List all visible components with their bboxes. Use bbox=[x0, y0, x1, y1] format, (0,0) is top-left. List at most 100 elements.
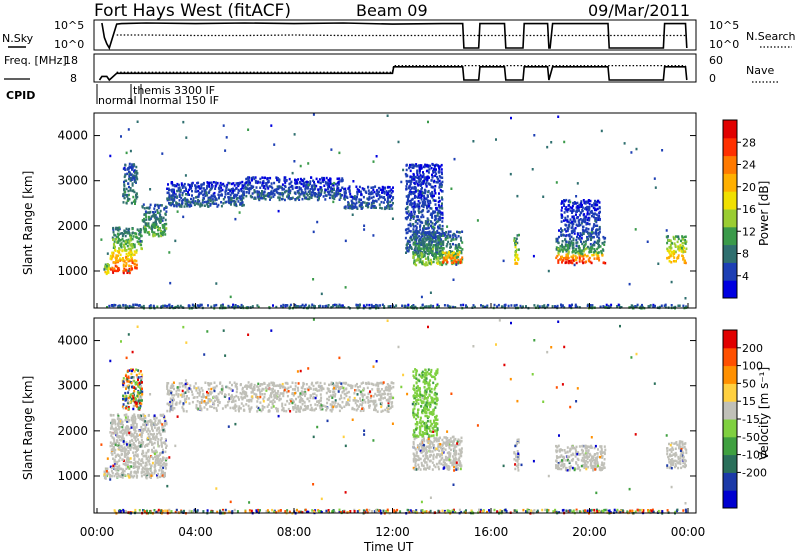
echo-cell bbox=[557, 115, 560, 118]
echo-cell bbox=[344, 207, 347, 210]
echo-cell bbox=[509, 172, 512, 176]
echo-cell bbox=[145, 423, 148, 426]
echo-cell bbox=[429, 258, 432, 262]
echo-cell bbox=[417, 209, 420, 212]
echo-cell bbox=[157, 472, 160, 476]
echo-cell bbox=[584, 215, 587, 218]
echo-cell bbox=[669, 249, 672, 252]
echo-cell bbox=[357, 189, 360, 192]
echo-cell bbox=[682, 238, 685, 241]
echo-cell bbox=[125, 385, 128, 388]
echo-cell bbox=[129, 234, 131, 237]
echo-cell bbox=[515, 303, 518, 307]
echo-cell bbox=[604, 306, 607, 309]
echo-cell bbox=[588, 212, 591, 216]
echo-cell bbox=[616, 305, 619, 308]
echo-cell bbox=[439, 217, 442, 220]
echo-cell bbox=[677, 235, 680, 238]
echo-cell bbox=[234, 200, 237, 204]
echo-cell bbox=[441, 211, 444, 215]
echo-cell bbox=[270, 182, 273, 185]
echo-cell bbox=[158, 445, 161, 448]
echo-cell bbox=[233, 202, 236, 206]
echo-cell bbox=[410, 210, 413, 214]
echo-cell bbox=[453, 256, 456, 260]
echo-cell bbox=[140, 417, 143, 420]
echo-cell bbox=[652, 303, 655, 307]
echo-cell bbox=[265, 184, 268, 187]
echo-cell bbox=[185, 198, 188, 201]
echo-cell bbox=[144, 227, 147, 230]
echo-cell bbox=[561, 206, 563, 209]
echo-cell bbox=[426, 245, 429, 248]
echo-cell bbox=[414, 245, 417, 249]
echo-cell bbox=[423, 165, 426, 169]
echo-cell bbox=[441, 190, 444, 193]
echo-cell bbox=[327, 178, 330, 182]
echo-cell bbox=[176, 182, 179, 186]
echo-cell bbox=[412, 166, 414, 169]
echo-cell bbox=[681, 244, 684, 248]
echo-cell bbox=[408, 240, 411, 244]
echo-cell bbox=[620, 306, 623, 309]
echo-cell bbox=[134, 303, 137, 306]
echo-cell bbox=[598, 240, 601, 243]
echo-cell bbox=[245, 181, 248, 184]
echo-cell bbox=[120, 242, 123, 245]
echo-cell bbox=[135, 447, 138, 451]
echo-cell bbox=[543, 304, 546, 307]
echo-cell bbox=[231, 196, 233, 200]
echo-cell bbox=[116, 254, 119, 257]
echo-cell bbox=[116, 439, 118, 442]
echo-cell bbox=[148, 463, 151, 466]
echo-cell bbox=[178, 186, 181, 189]
echo-cell bbox=[157, 234, 160, 238]
echo-cell bbox=[324, 198, 327, 201]
echo-cell bbox=[417, 218, 420, 221]
echo-cell bbox=[303, 194, 305, 197]
echo-cell bbox=[424, 191, 427, 195]
echo-cell bbox=[435, 256, 438, 259]
echo-cell bbox=[407, 195, 410, 199]
echo-cell bbox=[116, 466, 119, 469]
echo-cell bbox=[166, 392, 169, 396]
echo-cell bbox=[194, 187, 197, 190]
echo-cell bbox=[573, 229, 576, 232]
echo-cell bbox=[201, 190, 204, 193]
echo-cell bbox=[116, 428, 118, 431]
echo-cell bbox=[367, 398, 370, 402]
echo-cell bbox=[295, 186, 298, 189]
echo-cell bbox=[588, 235, 591, 238]
echo-cell bbox=[165, 227, 168, 230]
echo-cell bbox=[235, 195, 238, 198]
echo-cell bbox=[586, 218, 589, 222]
echo-cell bbox=[308, 192, 311, 196]
echo-cell bbox=[415, 244, 418, 247]
echo-cell bbox=[133, 457, 136, 460]
echo-cell bbox=[129, 189, 132, 192]
echo-cell bbox=[339, 192, 342, 196]
echo-cell bbox=[122, 194, 125, 198]
echo-cell bbox=[118, 464, 121, 468]
echo-cell bbox=[599, 210, 601, 214]
echo-cell bbox=[427, 171, 430, 174]
echo-cell bbox=[669, 243, 672, 247]
echo-cell bbox=[130, 434, 133, 438]
echo-cell bbox=[671, 252, 674, 255]
echo-cell bbox=[598, 230, 601, 234]
echo-cell bbox=[354, 203, 357, 206]
echo-cell bbox=[578, 306, 581, 309]
echo-cell bbox=[437, 245, 440, 249]
echo-cell bbox=[278, 196, 281, 199]
echo-cell bbox=[125, 426, 128, 429]
echo-cell bbox=[431, 190, 434, 194]
echo-cell bbox=[143, 467, 146, 470]
echo-cell bbox=[145, 475, 148, 479]
echo-cell bbox=[594, 199, 596, 203]
echo-cell bbox=[413, 164, 416, 168]
echo-cell bbox=[569, 206, 572, 209]
frequency-right-tick-top: 60 bbox=[709, 54, 723, 67]
echo-cell bbox=[597, 233, 600, 236]
echo-cell bbox=[372, 234, 375, 237]
